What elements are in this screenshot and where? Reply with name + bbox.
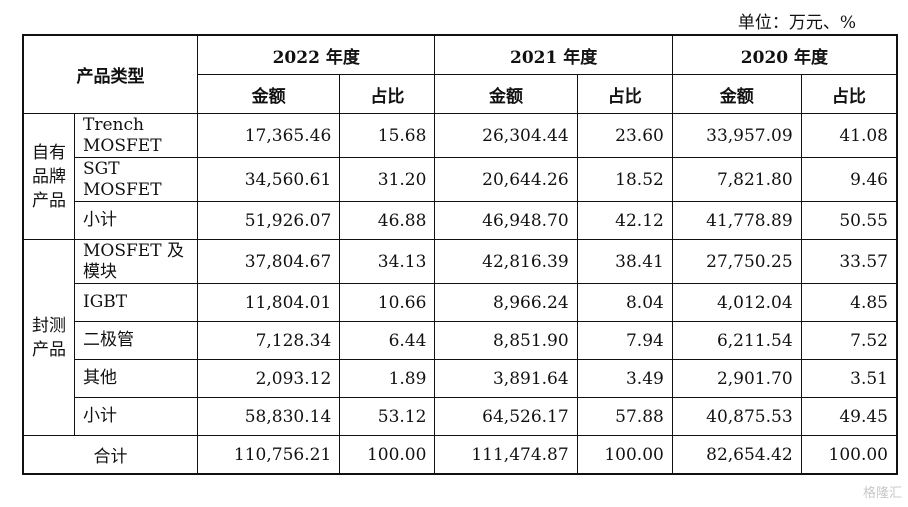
table-row: SGT MOSFET 34,560.61 31.20 20,644.26 18.… — [23, 157, 898, 202]
cell-value: 7,128.34 — [196, 321, 341, 360]
table-row: IGBT 11,804.01 10.66 8,966.24 8.04 4,012… — [23, 283, 898, 322]
row-label: 其他 — [74, 359, 198, 398]
header-year-2020: 2020 年度 — [671, 34, 898, 75]
cell-value: 18.52 — [576, 157, 673, 202]
row-label: SGT MOSFET — [74, 157, 198, 202]
cell-value: 111,474.87 — [434, 435, 578, 475]
subtotal-row: 小计 51,926.07 46.88 46,948.70 42.12 41,77… — [23, 201, 898, 240]
cell-value: 50.55 — [800, 201, 898, 240]
cell-value: 6.44 — [339, 321, 436, 360]
cell-value: 11,804.01 — [196, 283, 341, 322]
group-own-brand: 自有品牌产品 — [22, 113, 75, 240]
header-ratio: 占比 — [576, 74, 673, 114]
table-row: 封测产品 MOSFET 及模块 37,804.67 34.13 42,816.3… — [22, 239, 898, 436]
cell-value: 49.45 — [800, 397, 898, 436]
cell-value: 8.04 — [576, 283, 673, 322]
cell-value: 4,012.04 — [671, 283, 802, 322]
row-label: 小计 — [74, 201, 198, 240]
row-label: 二极管 — [74, 321, 198, 360]
cell-value: 26,304.44 — [434, 113, 578, 158]
cell-value: 23.60 — [576, 113, 673, 158]
header-row-years: 产品类型 2022 年度 2021 年度 2020 年度 — [22, 34, 898, 114]
cell-value: 1.89 — [339, 359, 436, 398]
cell-value: 34.13 — [339, 239, 436, 284]
cell-value: 8,851.90 — [434, 321, 578, 360]
cell-value: 9.46 — [800, 157, 898, 202]
row-label: 小计 — [74, 397, 198, 436]
row-label: MOSFET 及模块 — [74, 239, 198, 284]
cell-value: 100.00 — [576, 435, 673, 475]
table-row: 自有品牌产品 Trench MOSFET 17,365.46 15.68 26,… — [22, 113, 898, 240]
cell-value: 7.94 — [576, 321, 673, 360]
cell-value: 6,211.54 — [671, 321, 802, 360]
cell-value: 8,966.24 — [434, 283, 578, 322]
cell-value: 2,093.12 — [196, 359, 341, 398]
total-row: 合计 110,756.21 100.00 111,474.87 100.00 8… — [22, 435, 898, 475]
cell-value: 2,901.70 — [671, 359, 802, 398]
table-row: 二极管 7,128.34 6.44 8,851.90 7.94 6,211.54… — [23, 321, 898, 360]
header-amount: 金额 — [434, 74, 578, 114]
cell-value: 110,756.21 — [196, 435, 341, 475]
cell-value: 38.41 — [576, 239, 673, 284]
cell-value: 34,560.61 — [196, 157, 341, 202]
cell-value: 42.12 — [576, 201, 673, 240]
subtotal-row: 小计 58,830.14 53.12 64,526.17 57.88 40,87… — [23, 397, 898, 436]
cell-value: 7,821.80 — [671, 157, 802, 202]
cell-value: 42,816.39 — [434, 239, 578, 284]
cell-value: 46,948.70 — [434, 201, 578, 240]
cell-value: 53.12 — [339, 397, 436, 436]
cell-value: 3.51 — [800, 359, 898, 398]
header-amount: 金额 — [671, 74, 802, 114]
cell-value: 51,926.07 — [196, 201, 341, 240]
cell-value: 7.52 — [800, 321, 898, 360]
total-label: 合计 — [22, 435, 198, 475]
cell-value: 15.68 — [339, 113, 436, 158]
cell-value: 82,654.42 — [671, 435, 802, 475]
cell-value: 41,778.89 — [671, 201, 802, 240]
cell-value: 33.57 — [800, 239, 898, 284]
cell-value: 31.20 — [339, 157, 436, 202]
cell-value: 27,750.25 — [671, 239, 802, 284]
watermark-logo: 格隆汇 — [862, 486, 902, 501]
cell-value: 40,875.53 — [671, 397, 802, 436]
cell-value: 20,644.26 — [434, 157, 578, 202]
header-ratio: 占比 — [339, 74, 436, 114]
table-row: 其他 2,093.12 1.89 3,891.64 3.49 2,901.70 … — [23, 359, 898, 398]
header-product-type: 产品类型 — [22, 34, 198, 114]
header-year-2022: 2022 年度 — [196, 34, 436, 75]
cell-value: 3.49 — [576, 359, 673, 398]
row-label: Trench MOSFET — [74, 113, 198, 158]
group-packaging: 封测产品 — [22, 239, 75, 436]
cell-value: 57.88 — [576, 397, 673, 436]
cell-value: 37,804.67 — [196, 239, 341, 284]
cell-value: 46.88 — [339, 201, 436, 240]
cell-value: 64,526.17 — [434, 397, 578, 436]
cell-value: 100.00 — [800, 435, 898, 475]
cell-value: 3,891.64 — [434, 359, 578, 398]
revenue-table: 产品类型 2022 年度 2021 年度 2020 年度 金额 占比 金额 占比… — [22, 34, 898, 475]
cell-value: 58,830.14 — [196, 397, 341, 436]
cell-value: 33,957.09 — [671, 113, 802, 158]
header-year-2021: 2021 年度 — [434, 34, 673, 75]
row-label: IGBT — [74, 283, 198, 322]
unit-label: 单位：万元、% — [737, 13, 856, 33]
cell-value: 100.00 — [339, 435, 436, 475]
cell-value: 4.85 — [800, 283, 898, 322]
header-amount: 金额 — [196, 74, 341, 114]
header-row-sub: 金额 占比 金额 占比 金额 占比 — [23, 74, 898, 114]
cell-value: 10.66 — [339, 283, 436, 322]
cell-value: 17,365.46 — [196, 113, 341, 158]
header-ratio: 占比 — [800, 74, 898, 114]
cell-value: 41.08 — [800, 113, 898, 158]
